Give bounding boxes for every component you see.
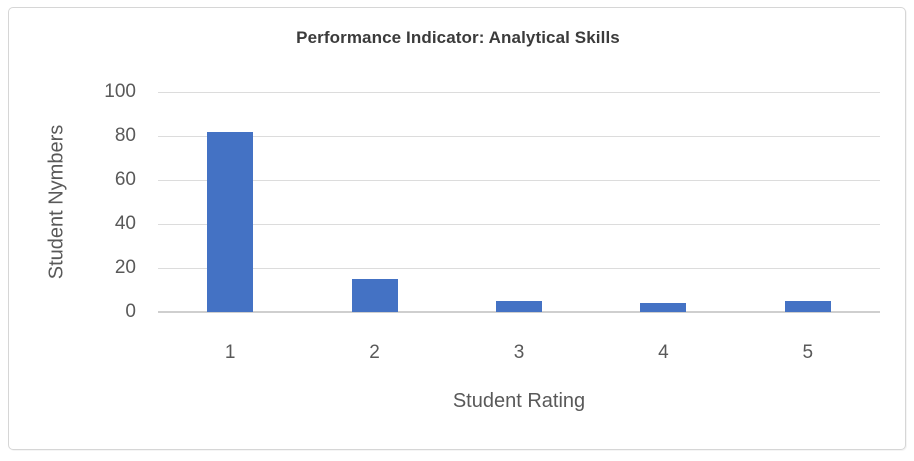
- gridline: [158, 180, 880, 181]
- x-tick-label: 3: [513, 342, 525, 363]
- bar-rating-4: [640, 303, 687, 312]
- x-tick-label: 4: [658, 342, 669, 363]
- gridline: [158, 136, 880, 137]
- bar-rating-3: [496, 301, 542, 312]
- chart-frame: [8, 7, 906, 450]
- plot-area: [158, 92, 880, 313]
- x-axis-tick-labels: 1 2 3 4 5: [158, 340, 880, 366]
- y-tick-label: 20: [114, 257, 136, 278]
- gridline: [158, 268, 880, 269]
- y-axis-tick-labels: 0 20 40 60 80 100: [58, 81, 136, 322]
- bar-rating-5: [784, 301, 831, 312]
- gridline: [158, 92, 880, 93]
- chart-title: Performance Indicator: Analytical Skills: [296, 28, 620, 47]
- x-tick-label: 1: [224, 342, 236, 363]
- y-tick-label: 0: [125, 301, 136, 322]
- x-axis-line: [158, 311, 880, 313]
- bar-rating-2: [351, 279, 398, 312]
- y-tick-label: 40: [114, 213, 136, 234]
- y-tick-label: 100: [104, 81, 136, 102]
- y-tick-label: 60: [114, 169, 136, 190]
- x-tick-label: 2: [369, 342, 380, 363]
- y-tick-label: 80: [114, 125, 136, 146]
- bar-rating-1: [207, 131, 254, 312]
- gridline: [158, 224, 880, 225]
- x-tick-label: 5: [802, 342, 814, 363]
- x-axis-title: Student Rating: [452, 390, 586, 412]
